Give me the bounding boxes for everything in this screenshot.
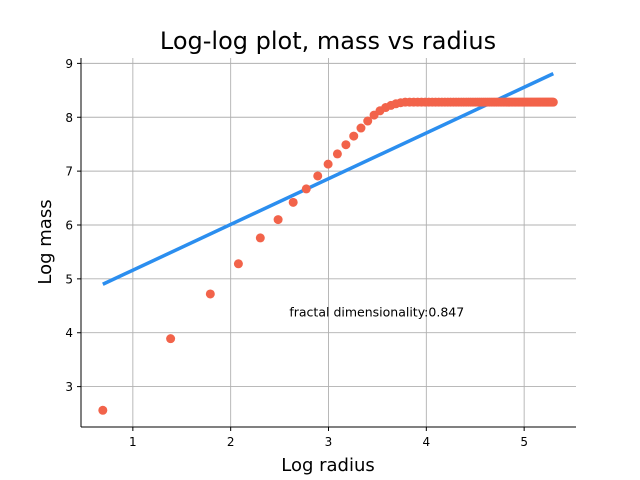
scatter-point xyxy=(349,131,359,141)
scatter-point xyxy=(363,116,373,126)
x-tick-label: 5 xyxy=(520,435,528,449)
y-tick-label: 3 xyxy=(65,380,73,394)
scatter-point xyxy=(205,289,215,299)
fractal-dimensionality-annotation: fractal dimensionality:0.847 xyxy=(289,305,464,320)
y-tick-label: 9 xyxy=(65,57,73,71)
y-tick-label: 5 xyxy=(65,272,73,286)
scatter-point xyxy=(548,97,558,107)
x-tick-label: 2 xyxy=(227,435,235,449)
fit-line-group xyxy=(102,72,555,286)
scatter-point xyxy=(233,259,243,269)
ticks: 1 2 3 4 5 3 4 5 6 7 8 9 xyxy=(65,57,528,449)
fit-line xyxy=(102,72,555,286)
scatter-point xyxy=(301,184,311,194)
scatter-point xyxy=(273,215,283,225)
y-tick-label: 7 xyxy=(65,165,73,179)
scatter-point xyxy=(313,171,323,181)
scatter-point xyxy=(288,197,298,207)
scatter-point xyxy=(341,140,351,150)
scatter-point xyxy=(166,334,176,344)
x-tick-label: 3 xyxy=(325,435,333,449)
x-tick-label: 1 xyxy=(129,435,137,449)
grid xyxy=(81,58,576,427)
scatter-point xyxy=(255,233,265,243)
scatter-point xyxy=(356,123,366,133)
x-axis-label: Log radius xyxy=(281,455,375,476)
scatter-point xyxy=(323,159,333,169)
x-tick-label: 4 xyxy=(423,435,431,449)
y-tick-label: 6 xyxy=(65,218,73,232)
chart-title: Log-log plot, mass vs radius xyxy=(160,27,496,55)
scatter-point xyxy=(98,405,108,415)
scatter-points xyxy=(98,97,558,415)
y-tick-label: 8 xyxy=(65,111,73,125)
scatter-point xyxy=(332,149,342,159)
y-axis-label: Log mass xyxy=(35,199,56,284)
y-tick-label: 4 xyxy=(65,326,73,340)
